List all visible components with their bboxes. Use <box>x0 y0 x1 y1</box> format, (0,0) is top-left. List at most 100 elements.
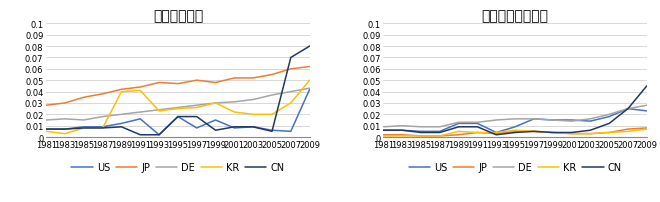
US <box>511 126 519 128</box>
CN <box>586 129 594 132</box>
DE <box>193 104 201 107</box>
JP <box>306 66 314 68</box>
KR <box>548 132 556 134</box>
JP <box>230 77 238 80</box>
JP <box>605 132 613 134</box>
US <box>212 119 220 122</box>
CN <box>568 132 576 134</box>
CN <box>548 132 556 134</box>
DE <box>643 104 651 107</box>
US <box>174 116 182 118</box>
DE <box>249 99 257 101</box>
KR <box>249 114 257 116</box>
DE <box>80 119 88 122</box>
KR <box>306 80 314 82</box>
Line: US: US <box>46 90 310 135</box>
JP <box>379 134 387 136</box>
JP <box>511 130 519 133</box>
CN <box>137 134 145 136</box>
US <box>193 127 201 129</box>
CN <box>287 57 295 59</box>
JP <box>398 134 406 136</box>
DE <box>473 121 481 124</box>
Line: KR: KR <box>383 129 647 136</box>
JP <box>643 127 651 129</box>
US <box>137 118 145 120</box>
KR <box>530 130 538 133</box>
CN <box>455 126 463 128</box>
DE <box>42 119 50 122</box>
KR <box>379 135 387 137</box>
KR <box>624 130 632 133</box>
KR <box>42 130 50 133</box>
JP <box>268 74 276 76</box>
Title: 合作研究比例: 合作研究比例 <box>152 9 203 23</box>
US <box>99 126 107 128</box>
US <box>436 130 444 133</box>
JP <box>586 133 594 135</box>
JP <box>548 132 556 134</box>
US <box>643 110 651 113</box>
US <box>455 123 463 125</box>
CN <box>193 116 201 118</box>
Legend: US, JP, DE, KR, CN: US, JP, DE, KR, CN <box>409 163 622 173</box>
CN <box>436 132 444 134</box>
CN <box>212 129 220 132</box>
CN <box>624 108 632 110</box>
KR <box>99 127 107 129</box>
CN <box>643 85 651 88</box>
CN <box>155 134 163 136</box>
JP <box>455 134 463 136</box>
US <box>492 132 500 134</box>
JP <box>624 128 632 131</box>
Line: CN: CN <box>46 47 310 135</box>
Line: JP: JP <box>46 67 310 106</box>
CN <box>473 126 481 128</box>
KR <box>586 133 594 135</box>
CN <box>42 128 50 131</box>
DE <box>306 87 314 90</box>
JP <box>99 93 107 96</box>
KR <box>643 128 651 131</box>
KR <box>436 135 444 137</box>
JP <box>193 80 201 82</box>
DE <box>268 94 276 97</box>
CN <box>492 134 500 136</box>
DE <box>230 101 238 103</box>
CN <box>417 132 425 134</box>
US <box>287 130 295 133</box>
DE <box>568 120 576 123</box>
DE <box>137 111 145 114</box>
CN <box>605 123 613 125</box>
CN <box>117 126 125 128</box>
CN <box>80 127 88 129</box>
DE <box>492 119 500 122</box>
US <box>605 116 613 118</box>
US <box>568 119 576 122</box>
DE <box>379 126 387 128</box>
US <box>586 120 594 123</box>
Line: US: US <box>383 109 647 133</box>
DE <box>287 91 295 93</box>
JP <box>417 135 425 137</box>
JP <box>61 102 69 105</box>
KR <box>605 132 613 134</box>
Line: KR: KR <box>46 81 310 134</box>
KR <box>511 129 519 132</box>
DE <box>99 116 107 118</box>
US <box>530 118 538 120</box>
DE <box>455 121 463 124</box>
CN <box>61 128 69 131</box>
DE <box>212 102 220 105</box>
KR <box>230 111 238 114</box>
Line: JP: JP <box>383 128 647 136</box>
JP <box>117 89 125 91</box>
US <box>379 129 387 132</box>
JP <box>492 133 500 135</box>
CN <box>174 116 182 118</box>
CN <box>379 129 387 132</box>
KR <box>398 135 406 137</box>
DE <box>548 119 556 122</box>
Title: 国际合作研究比例: 国际合作研究比例 <box>482 9 548 23</box>
KR <box>492 132 500 134</box>
